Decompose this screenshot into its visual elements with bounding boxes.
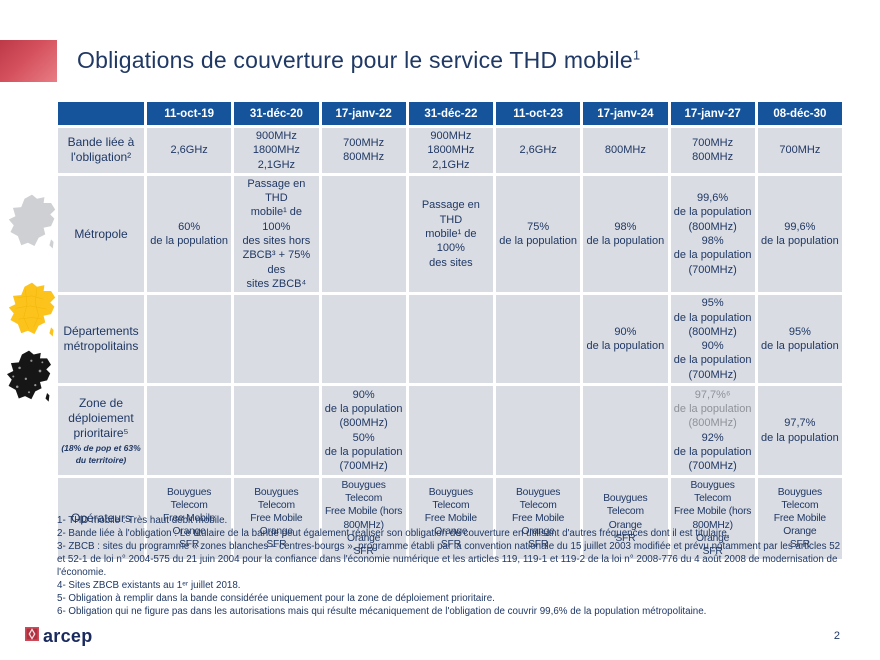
coverage-obligations-table: 11-oct-19 31-déc-20 17-janv-22 31-déc-22 11-… (55, 99, 845, 562)
table-row: Bande liée à l'obligation² 2,6GHz 900MHz 180… (58, 128, 842, 173)
table-cell: Bouygues Telecom Free Mobile Orange SFR (496, 478, 581, 560)
table-body: Bande liée à l'obligation² 2,6GHz 900MHz 180… (58, 128, 842, 560)
footnote-3: 3- ZBCB : sites du programme « zones bla… (57, 541, 841, 578)
table-row: Départements métropolitains 90% de la popul… (58, 295, 842, 384)
table-cell: 98% de la population (583, 175, 668, 293)
table-cell (147, 295, 232, 384)
table-cell: Bouygues Telecom Free Mobile Orange SFR (757, 478, 842, 560)
table-cell (496, 295, 581, 384)
arcep-pinwheel-icon (24, 626, 40, 647)
footnote-1: 1- THD mobile : Très haut débit mobile. (57, 515, 228, 526)
table-cell: 99,6% de la population (800MHz) 98% de la po… (670, 175, 755, 293)
page-number: 2 (833, 630, 840, 642)
table-cell: 90% de la population (800MHz) 50% de la popu… (321, 386, 406, 476)
table-cell: 900MHz 1800MHz 2,1GHz (408, 128, 493, 173)
table-cell: Passage en THD mobile¹ de 100% des sites h… (234, 175, 319, 293)
table-cell: 75% de la population (496, 175, 581, 293)
column-header: 17-janv-22 (321, 102, 406, 125)
table-cell: 700MHz 800MHz (321, 128, 406, 173)
row-label: Bande liée à l'obligation² (58, 128, 144, 173)
table-cell (147, 386, 232, 476)
footnote-5: 5- Obligation à remplir dans la bande co… (57, 593, 495, 604)
page-title-text: Obligations de couverture pour le servic… (77, 47, 633, 73)
row-label: Zone de déploiement prioritaire⁵ (18% de po… (58, 386, 144, 476)
footnote-6: 6- Obligation qui ne figure pas dans les… (57, 606, 707, 617)
footnotes: 1- THD mobile : Très haut débit mobile. … (57, 514, 845, 618)
column-header: 17-janv-24 (583, 102, 668, 125)
table-cell (234, 295, 319, 384)
table-cell: 800MHz (583, 128, 668, 173)
column-header: 11-oct-19 (147, 102, 232, 125)
column-header: 17-janv-27 (670, 102, 755, 125)
table-cell: 97,7%⁶ de la population (800MHz) 92% de la p… (670, 386, 755, 476)
table-cell: Bouygues Telecom Free Mobile Orange SFR (147, 478, 232, 560)
title-accent-square (0, 40, 57, 82)
table-cell: Bouygues Telecom Free Mobile Orange SFR (234, 478, 319, 560)
footnote-4: 4- Sites ZBCB existants au 1ᵉʳ juillet 2… (57, 580, 241, 591)
footnote-2: 2- Bande liée à l'obligation : Le titula… (57, 528, 730, 539)
row-label: Départements métropolitains (58, 295, 144, 384)
arcep-logo-text: arcep (43, 626, 93, 646)
table-cell (408, 386, 493, 476)
table-cell (408, 295, 493, 384)
column-header: 31-déc-22 (408, 102, 493, 125)
table-cell: 700MHz 800MHz (670, 128, 755, 173)
column-header: 11-oct-23 (496, 102, 581, 125)
row-label: Métropole (58, 175, 144, 293)
table-cell: 95% de la population (800MHz) 90% de la popu… (670, 295, 755, 384)
table-cell: 95% de la population (757, 295, 842, 384)
page-title-footnote-ref: 1 (632, 47, 641, 63)
table-cell: Bouygues Telecom Orange SFR (583, 478, 668, 560)
table-cell (321, 175, 406, 293)
table-cell: Bouygues Telecom Free Mobile Orange SFR (408, 478, 493, 560)
page-title: Obligations de couverture pour le servic… (77, 47, 640, 74)
table-cell: Passage en THD mobile¹ de 100% des sites (408, 175, 493, 293)
table-cell: 2,6GHz (147, 128, 232, 173)
table-cell (583, 386, 668, 476)
table-cell: Bouygues Telecom Free Mobile (hors 800MHz)… (670, 478, 755, 560)
table-cell: 97,7% de la population (757, 386, 842, 476)
table-cell: 2,6GHz (496, 128, 581, 173)
table-cell: 99,6% de la population (757, 175, 842, 293)
column-header: 08-déc-30 (757, 102, 842, 125)
row-label: Opérateurs (58, 478, 144, 560)
table-corner-cell (58, 102, 144, 125)
table-cell: 900MHz 1800MHz 2,1GHz (234, 128, 319, 173)
table-row: Opérateurs Bouygues Telecom Free Mobile Ora… (58, 478, 842, 560)
table-cell: 90% de la population (583, 295, 668, 384)
france-map-gray-icon (7, 193, 57, 256)
table-row: Métropole 60% de la population Passage en T… (58, 175, 842, 293)
table-cell (496, 386, 581, 476)
table-header-row: 11-oct-19 31-déc-20 17-janv-22 31-déc-22 11-… (58, 102, 842, 125)
table-row: Zone de déploiement prioritaire⁵ (18% de po… (58, 386, 842, 476)
table-cell: Bouygues Telecom Free Mobile (hors 800MHz)… (321, 478, 406, 560)
column-header: 31-déc-20 (234, 102, 319, 125)
table-cell (321, 295, 406, 384)
france-map-yellow-icon (7, 281, 57, 344)
france-map-dotted-icon (4, 349, 54, 409)
table-cell: 700MHz (757, 128, 842, 173)
arcep-logo: arcep (24, 626, 93, 647)
table-cell (234, 386, 319, 476)
table-cell: 60% de la population (147, 175, 232, 293)
